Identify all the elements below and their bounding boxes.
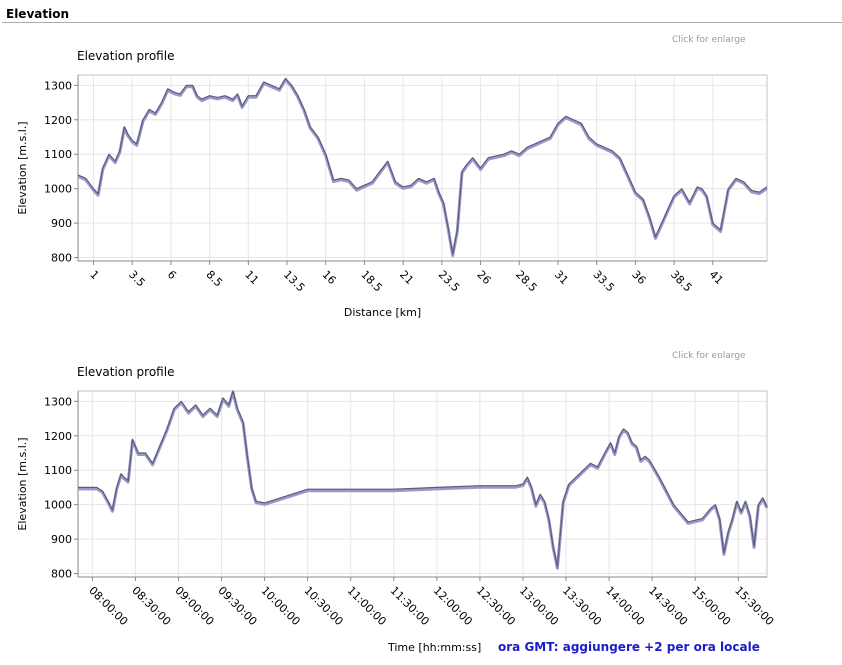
x-tick-label: 11:30:00 — [388, 584, 432, 628]
x-tick-label: 21 — [397, 268, 416, 287]
enlarge-link-distance-chart[interactable]: Click for enlarge — [672, 35, 746, 45]
y-tick-label: 1100 — [44, 148, 72, 161]
x-tick-label: 36 — [629, 268, 648, 287]
y-axis-label: Elevation [m.s.l.] — [16, 121, 29, 214]
x-tick-label: 41 — [707, 268, 726, 287]
x-tick-label: 13:30:00 — [560, 584, 604, 628]
y-tick-label: 1000 — [44, 183, 72, 196]
x-tick-label: 11:00:00 — [345, 584, 389, 628]
time-elevation-chart[interactable]: Elevation profile 800 900 1000 1100 1200 1300 0… — [0, 356, 842, 646]
x-tick-label: 14:30:00 — [646, 584, 690, 628]
distance-elevation-chart[interactable]: Elevation profile 800 900 1000 1100 1200 1300 1… — [0, 40, 842, 330]
time-axis-label: Time [hh:mm:ss] — [388, 641, 482, 654]
y-axis-label: Elevation [m.s.l.] — [16, 437, 29, 530]
plot-area — [77, 74, 768, 262]
x-tick-label: 12:30:00 — [474, 584, 518, 628]
x-tick-label: 11 — [242, 268, 261, 287]
x-tick-label: 18.5 — [358, 268, 385, 295]
x-tick-label: 26 — [474, 268, 493, 287]
x-tick-label: 16 — [320, 268, 339, 287]
gmt-timezone-note: ora GMT: aggiungere +2 per ora locale — [498, 640, 760, 654]
x-tick-label: 10:00:00 — [258, 584, 302, 628]
y-tick-label: 1200 — [44, 430, 72, 443]
x-tick-label: 15:30:00 — [732, 584, 776, 628]
y-tick-label: 800 — [51, 568, 72, 581]
x-tick-label: 6 — [165, 268, 179, 282]
x-tick-label: 33.5 — [591, 268, 618, 295]
y-tick-label: 1200 — [44, 114, 72, 127]
x-tick-label: 38.5 — [668, 268, 695, 295]
x-tick-label: 14:00:00 — [603, 584, 647, 628]
section-divider — [2, 22, 842, 23]
section-title: Elevation — [6, 7, 70, 21]
elevation-line — [78, 390, 768, 568]
chart-title: Elevation profile — [77, 365, 174, 379]
x-tick-label: 1 — [87, 268, 101, 282]
y-tick-label: 1300 — [44, 79, 72, 92]
y-tick-label: 1100 — [44, 464, 72, 477]
x-tick-label: 13:00:00 — [517, 584, 561, 628]
x-tick-label: 15:00:00 — [689, 584, 733, 628]
x-tick-label: 10:30:00 — [302, 584, 346, 628]
x-tick-label: 12:00:00 — [431, 584, 475, 628]
x-tick-label: 09:30:00 — [215, 584, 259, 628]
x-tick-label: 23.5 — [436, 268, 463, 295]
x-tick-label: 08:30:00 — [129, 584, 173, 628]
x-tick-label: 31 — [552, 268, 571, 287]
x-tick-label: 3.5 — [126, 268, 148, 290]
y-tick-label: 800 — [51, 252, 72, 265]
chart-title: Elevation profile — [77, 49, 174, 63]
y-tick-label: 1000 — [44, 499, 72, 512]
enlarge-link-time-chart[interactable]: Click for enlarge — [672, 351, 746, 361]
x-tick-label: 13.5 — [281, 268, 308, 295]
x-tick-label: 28.5 — [513, 268, 540, 295]
y-tick-label: 900 — [51, 533, 72, 546]
x-tick-label: 09:00:00 — [172, 584, 216, 628]
x-axis-label: Distance [km] — [344, 306, 421, 319]
x-tick-label: 8.5 — [203, 268, 225, 290]
x-tick-label: 08:00:00 — [86, 584, 130, 628]
elevation-line — [77, 77, 768, 255]
y-tick-label: 1300 — [44, 395, 72, 408]
y-tick-label: 900 — [51, 217, 72, 230]
